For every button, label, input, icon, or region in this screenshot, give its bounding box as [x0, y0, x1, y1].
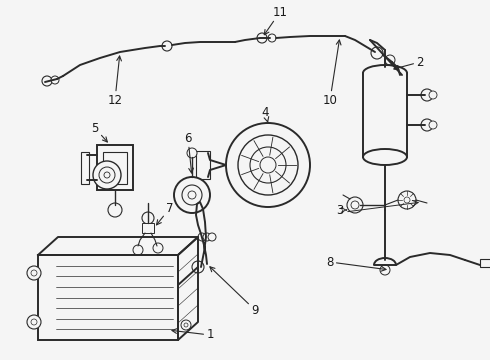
- Text: 7: 7: [156, 202, 174, 225]
- Circle shape: [429, 121, 437, 129]
- Circle shape: [174, 177, 210, 213]
- Bar: [81, 152, 89, 184]
- Text: 9: 9: [210, 267, 259, 316]
- Text: 5: 5: [91, 122, 107, 142]
- Ellipse shape: [363, 65, 407, 81]
- Circle shape: [203, 233, 211, 241]
- Circle shape: [27, 266, 41, 280]
- Circle shape: [421, 119, 433, 131]
- Text: 1: 1: [172, 328, 214, 342]
- Circle shape: [31, 319, 37, 325]
- Circle shape: [421, 89, 433, 101]
- Circle shape: [208, 233, 216, 241]
- Circle shape: [238, 135, 298, 195]
- Circle shape: [226, 123, 310, 207]
- Circle shape: [404, 197, 410, 203]
- Text: 4: 4: [261, 105, 269, 122]
- Circle shape: [260, 157, 276, 173]
- Text: 10: 10: [322, 40, 341, 107]
- Circle shape: [162, 41, 172, 51]
- Circle shape: [51, 76, 59, 84]
- Text: 3: 3: [336, 203, 346, 216]
- Circle shape: [182, 185, 202, 205]
- Circle shape: [257, 33, 267, 43]
- Circle shape: [192, 261, 204, 273]
- Text: 12: 12: [107, 56, 122, 107]
- Circle shape: [188, 191, 196, 199]
- Bar: [363, 73, 407, 157]
- Circle shape: [108, 203, 122, 217]
- Text: 2: 2: [394, 55, 424, 70]
- Circle shape: [27, 315, 41, 329]
- Circle shape: [429, 91, 437, 99]
- Circle shape: [42, 76, 52, 86]
- Circle shape: [385, 55, 395, 65]
- Circle shape: [181, 320, 191, 330]
- Circle shape: [31, 270, 37, 276]
- Circle shape: [187, 148, 197, 158]
- Bar: [142, 223, 154, 233]
- Circle shape: [250, 147, 286, 183]
- Circle shape: [198, 233, 206, 241]
- Bar: [97, 145, 133, 190]
- Ellipse shape: [363, 149, 407, 165]
- Text: 6: 6: [184, 131, 194, 173]
- Circle shape: [93, 161, 121, 189]
- Circle shape: [142, 212, 154, 224]
- Bar: [196, 151, 210, 179]
- Circle shape: [104, 172, 110, 178]
- Circle shape: [347, 197, 363, 213]
- Circle shape: [268, 34, 276, 42]
- Circle shape: [398, 191, 416, 209]
- Text: 8: 8: [326, 256, 386, 271]
- Circle shape: [184, 323, 188, 327]
- Bar: [480, 259, 490, 267]
- Circle shape: [371, 47, 383, 59]
- Circle shape: [380, 265, 390, 275]
- Bar: [38, 255, 178, 340]
- Circle shape: [133, 245, 143, 255]
- Circle shape: [99, 167, 115, 183]
- Text: 11: 11: [264, 5, 288, 35]
- Circle shape: [153, 243, 163, 253]
- Bar: [103, 152, 127, 184]
- Circle shape: [351, 201, 359, 209]
